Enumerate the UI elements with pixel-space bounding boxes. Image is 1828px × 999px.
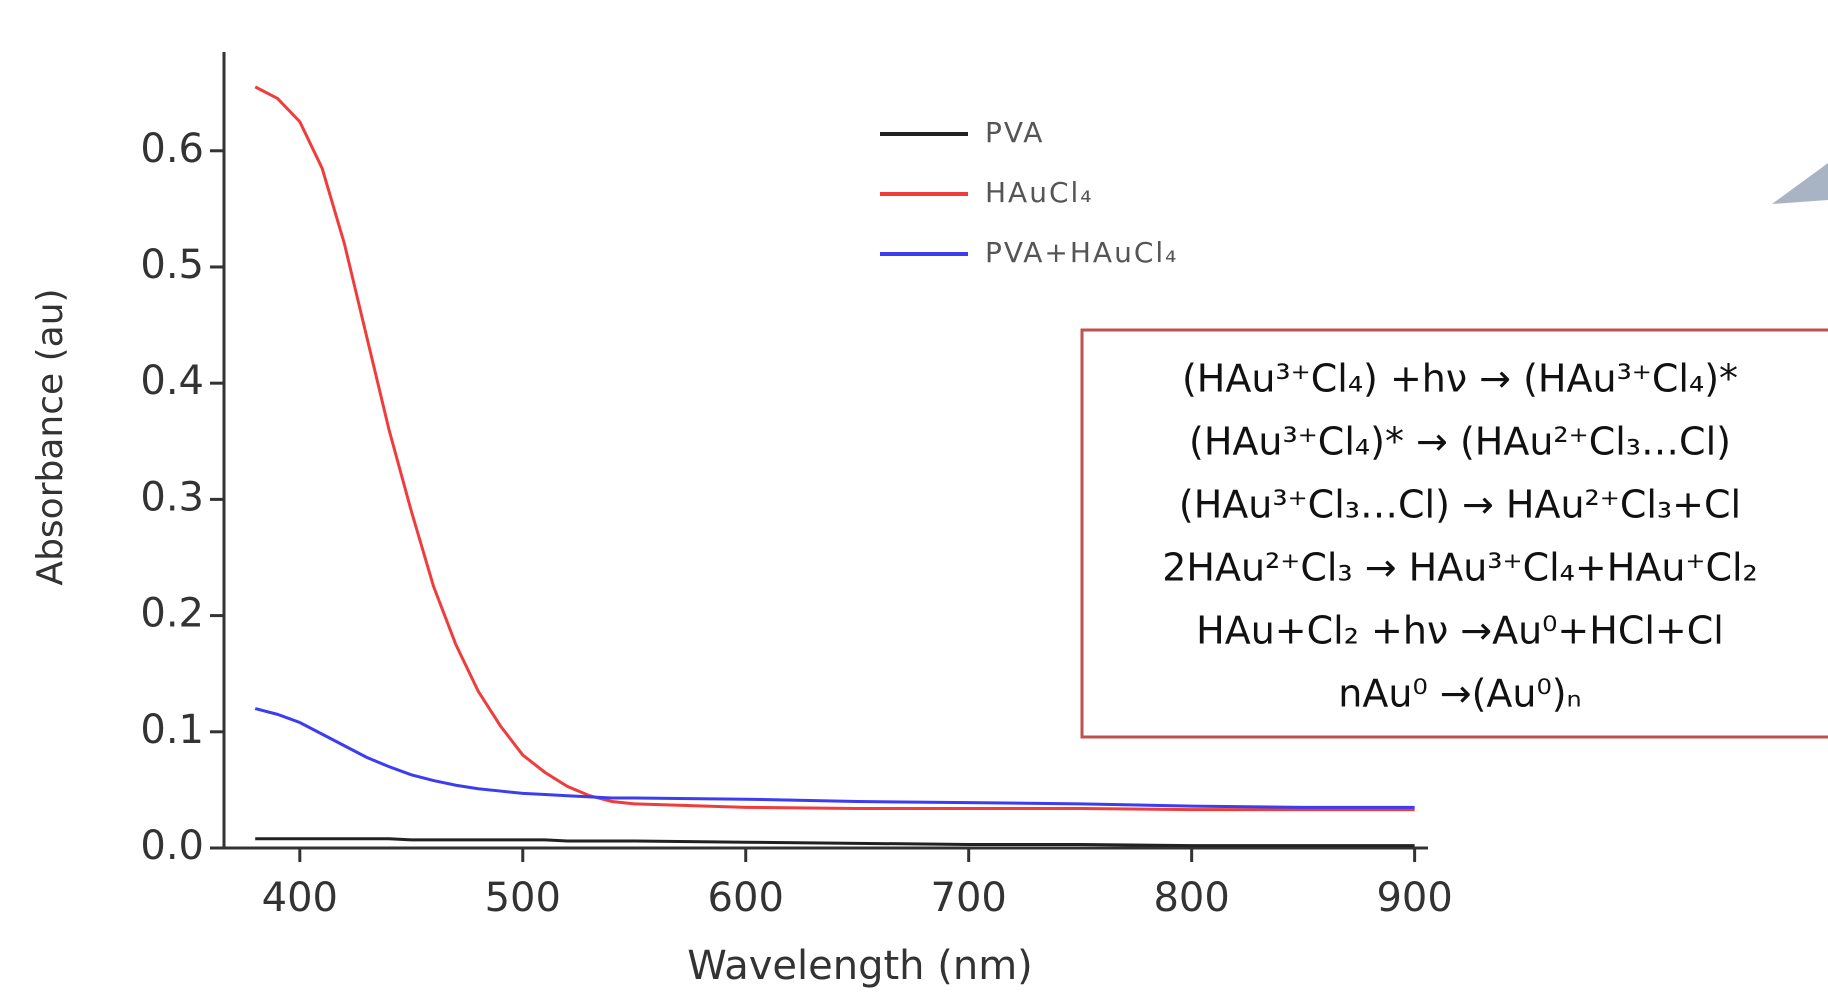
equation-box (1080, 328, 1828, 739)
decor-shape (1772, 163, 1828, 204)
equation-line: (HAu³⁺Cl₄) +hν → (HAu³⁺Cl₄)* (1182, 357, 1738, 401)
x-tick-label: 400 (262, 875, 338, 921)
y-axis-title: Absorbance (au) (30, 288, 71, 585)
equation-line: nAu⁰ →(Au⁰)ₙ (1338, 672, 1581, 716)
legend-label: PVA (985, 116, 1044, 149)
y-tick-label: 0.5 (140, 242, 204, 288)
equation-line: (HAu³⁺Cl₄)* → (HAu²⁺Cl₃…Cl) (1189, 420, 1731, 464)
legend-label: PVA+HAuCl₄ (985, 236, 1178, 269)
x-tick-label: 800 (1153, 875, 1229, 921)
equation-line: (HAu³⁺Cl₃…Cl) → HAu²⁺Cl₃+Cl (1179, 483, 1741, 527)
series-line (255, 837, 1415, 848)
series-line (254, 707, 1415, 809)
equation-line: HAu+Cl₂ +hν →Au⁰+HCl+Cl (1196, 609, 1724, 653)
y-tick-label: 0.4 (140, 358, 204, 404)
x-axis-title: Wavelength (nm) (687, 943, 1033, 989)
y-tick-label: 0.3 (140, 474, 204, 520)
x-tick-label: 900 (1376, 875, 1452, 921)
x-tick-label: 500 (485, 875, 561, 921)
x-tick-label: 600 (708, 875, 784, 921)
x-tick-label: 700 (931, 875, 1007, 921)
y-tick-label: 0.2 (140, 591, 204, 637)
series-line (254, 85, 1415, 812)
y-tick-label: 0.1 (140, 707, 204, 753)
y-tick-label: 0.0 (140, 823, 204, 869)
legend-label: HAuCl₄ (985, 176, 1094, 209)
equation-line: 2HAu²⁺Cl₃ → HAu³⁺Cl₄+HAu⁺Cl₂ (1162, 546, 1758, 590)
y-tick-label: 0.6 (140, 126, 204, 172)
